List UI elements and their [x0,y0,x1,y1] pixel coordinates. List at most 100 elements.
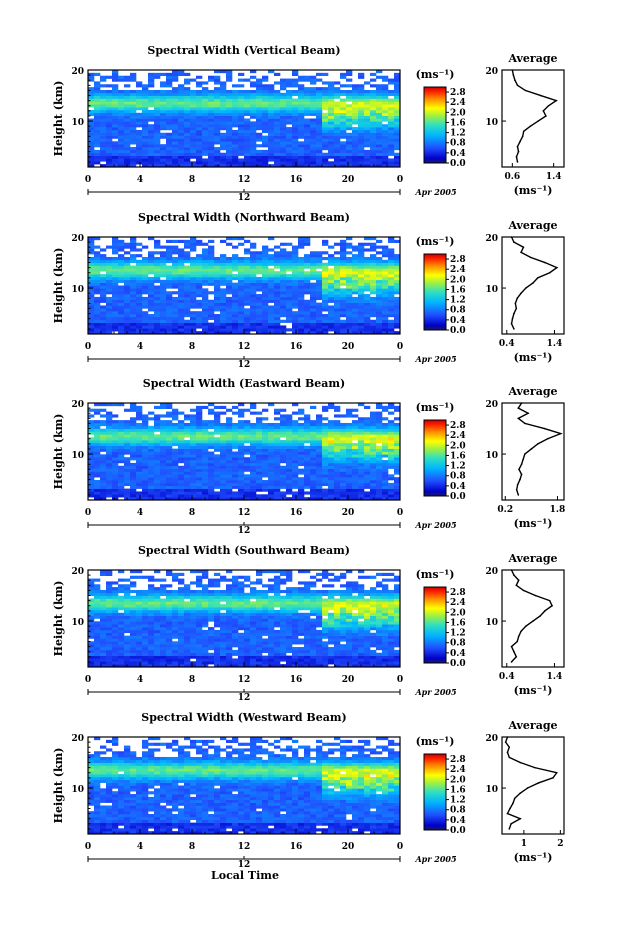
heatmap-cell [274,101,281,105]
heatmap-cell [244,144,251,148]
heatmap-cell [196,302,203,306]
heatmap-cell [208,422,215,427]
heatmap-cell [250,144,257,148]
x-tick-label: 4 [137,508,143,518]
heatmap-cell [202,271,209,275]
heatmap-cell [94,420,101,424]
heatmap-cell [292,440,299,444]
heatmap-cell [346,454,353,458]
heatmap-cell [118,101,125,105]
heatmap-cell [346,325,353,329]
heatmap-cell [310,448,317,452]
heatmap-cell [286,115,293,119]
heatmap-cell [190,291,197,295]
heatmap-cell [94,124,101,128]
heatmap-cell [292,104,299,108]
heatmap-cell [370,276,377,281]
heatmap-cell [292,112,299,116]
heatmap-cell [112,497,119,501]
heatmap-cell [136,291,143,295]
heatmap-cell [118,488,125,492]
heatmap-cell [184,121,191,125]
heatmap-cell [370,494,377,498]
heatmap-cell [394,491,401,495]
heatmap-cell [226,296,233,301]
heatmap-cell [154,448,161,452]
heatmap-cell [304,462,311,467]
heatmap-cell [328,254,335,258]
heatmap-cell [370,155,377,159]
heatmap-cell [160,124,167,128]
heatmap-cell [202,494,209,498]
heatmap-cell [88,155,95,159]
heatmap-cell [226,497,233,501]
heatmap-cell [304,282,311,286]
heatmap-cell [358,288,365,292]
heatmap-cell [166,144,173,148]
heatmap-cell [316,296,323,301]
heatmap-cell [388,144,395,148]
heatmap-cell [100,462,107,467]
heatmap-cell [382,311,389,315]
heatmap-cell [118,294,125,298]
heatmap-cell [208,149,215,154]
heatmap-cell [250,127,257,131]
heatmap-cell [154,149,161,154]
heatmap-cell [244,271,251,275]
heatmap-cell [232,132,239,136]
heatmap-cell [364,322,371,326]
heatmap-cell [268,494,275,498]
heatmap-cell [112,328,119,332]
heatmap-cell [220,271,227,275]
heatmap-cell [208,457,215,461]
heatmap-cell [130,101,137,105]
heatmap-cell [328,104,335,108]
heatmap-cell [274,256,281,261]
heatmap-cell [298,434,305,438]
heatmap-cell [334,129,341,134]
heatmap-cell [346,141,353,145]
heatmap-cell [190,462,197,467]
heatmap-cell [148,288,155,292]
heatmap-cell [226,118,233,122]
heatmap-cell [172,494,179,498]
heatmap-cell [154,417,161,421]
heatmap-cell [334,89,341,94]
heatmap-cell [310,482,317,487]
heatmap-cell [388,497,395,501]
heatmap-cell [334,121,341,125]
heatmap-cell [178,92,185,96]
heatmap-cell [208,420,215,424]
heatmap-cell [388,294,395,298]
y-tick-label: 20 [71,400,84,410]
heatmap-cell [196,491,203,495]
heatmap-cell [358,155,365,159]
heatmap-cell [274,299,281,303]
heatmap-cell [130,454,137,458]
heatmap-cell [172,428,179,432]
heatmap-cell [160,291,167,295]
heatmap-cell [172,274,179,278]
heatmap-cell [250,245,257,249]
heatmap-cell [376,477,383,481]
heatmap-cell [172,239,179,243]
heatmap-cell [370,256,377,261]
heatmap-cell [88,316,95,321]
heatmap-cell [346,158,353,162]
heatmap-cell [334,288,341,292]
profile-point [532,282,534,284]
heatmap-cell [166,132,173,136]
heatmap-cell [178,285,185,289]
heatmap-cell [124,262,131,266]
heatmap-cell [346,451,353,455]
heatmap-cell [130,451,137,455]
heatmap-cell [274,296,281,301]
heatmap-cell [346,331,353,335]
heatmap-cell [190,480,197,484]
heatmap-cell [364,112,371,116]
heatmap-cell [364,248,371,252]
heatmap-cell [214,256,221,261]
heatmap-cell [298,242,305,246]
heatmap-cell [124,98,131,102]
heatmap-cell [130,494,137,498]
